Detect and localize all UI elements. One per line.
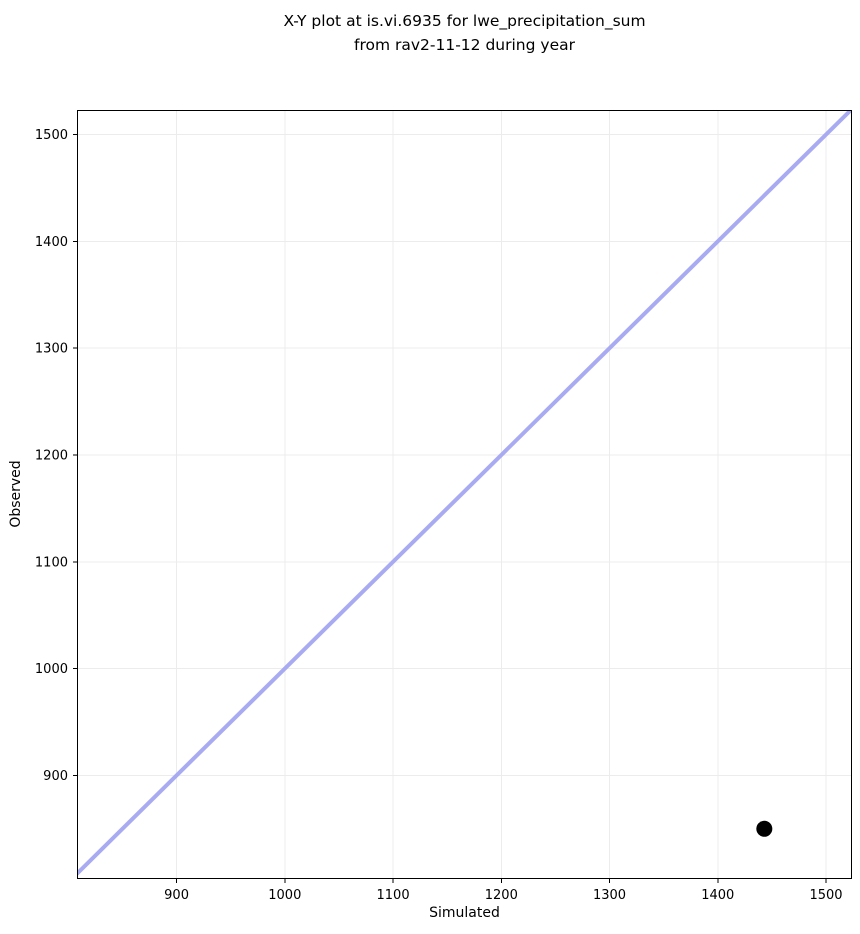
- x-tick-label: 900: [164, 888, 189, 903]
- chart-title-line2: from rav2-11-12 during year: [354, 36, 575, 54]
- x-tick-label: 1300: [593, 888, 626, 903]
- x-tick-label: 1500: [809, 888, 842, 903]
- x-tick-label: 1100: [377, 888, 410, 903]
- chart-title-line1: X-Y plot at is.vi.6935 for lwe_precipita…: [283, 12, 646, 30]
- y-tick-label: 900: [43, 769, 68, 784]
- axes-spines: [77, 110, 852, 879]
- y-tick-label: 1200: [35, 448, 68, 463]
- y-tick-label: 1100: [35, 555, 68, 570]
- x-axis-label: Simulated: [429, 905, 500, 921]
- y-tick-label: 1000: [35, 662, 68, 677]
- x-tick-label: 1000: [268, 888, 301, 903]
- y-tick-label: 1500: [35, 128, 68, 143]
- x-tick-label: 1200: [485, 888, 518, 903]
- identity-line: [77, 110, 852, 877]
- x-tick-label: 1400: [701, 888, 734, 903]
- data-point: [756, 820, 773, 837]
- chart-title: X-Y plot at is.vi.6935 for lwe_precipita…: [77, 9, 852, 57]
- y-axis-label: Observed: [8, 460, 24, 528]
- y-tick-label: 1400: [35, 235, 68, 250]
- y-tick-label: 1300: [35, 342, 68, 357]
